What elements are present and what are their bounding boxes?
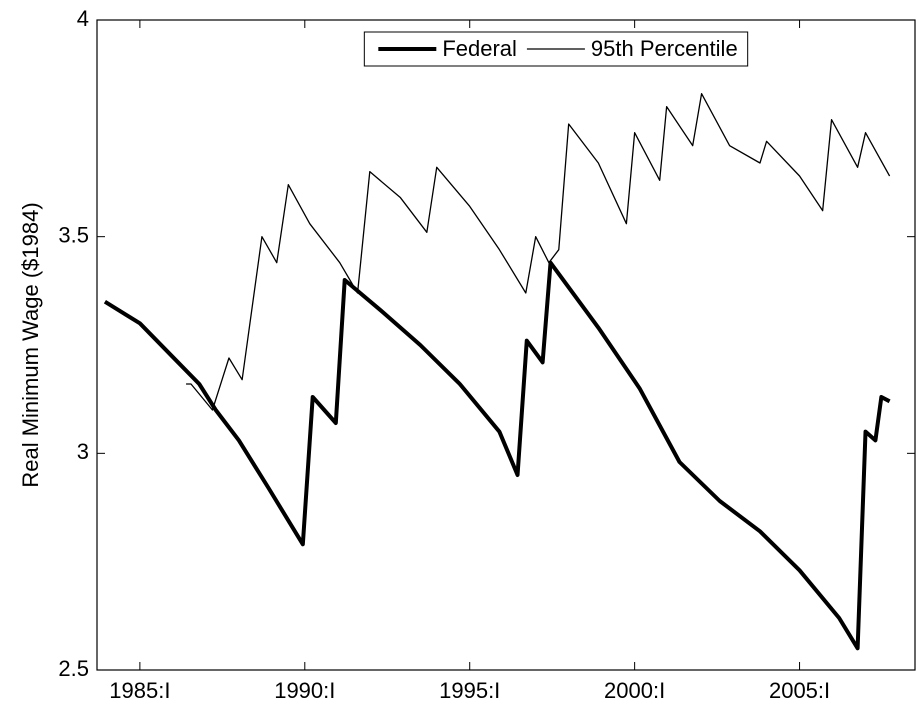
- x-tick-label: 2000:I: [604, 678, 665, 703]
- plot-frame: [96, 19, 916, 671]
- x-tick-label: 1985:I: [109, 678, 170, 703]
- y-tick-label: 4: [77, 6, 89, 31]
- y-tick-label: 3: [77, 439, 89, 464]
- x-tick-label: 2005:I: [769, 678, 830, 703]
- x-tick-label: 1995:I: [439, 678, 500, 703]
- series-line: [103, 260, 891, 651]
- legend-label: 95th Percentile: [591, 36, 738, 61]
- x-tick-label: 1990:I: [274, 678, 335, 703]
- legend: Federal 95th Percentile: [363, 31, 749, 67]
- series-line: [186, 93, 891, 411]
- y-tick-label: 2.5: [58, 656, 89, 681]
- y-axis-label: Real Minimum Wage ($1984): [18, 202, 43, 487]
- y-tick-label: 3.5: [58, 222, 89, 247]
- legend-label: Federal: [442, 36, 517, 61]
